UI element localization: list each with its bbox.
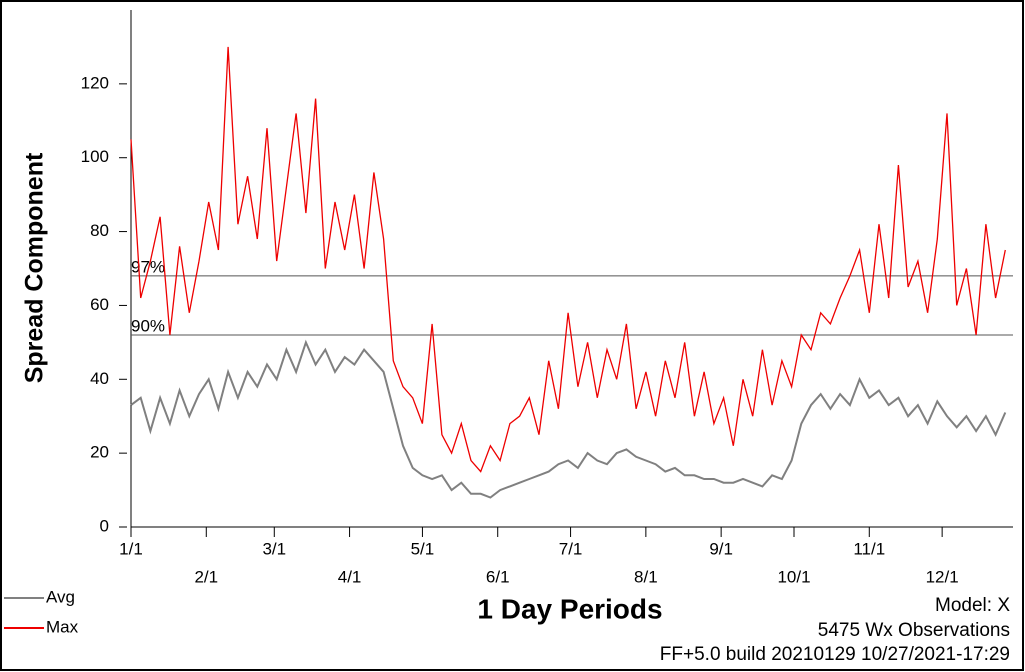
footer-text: 5475 Wx Observations	[818, 620, 1010, 641]
x-tick-label: 9/1	[709, 539, 733, 558]
y-tick-label: 20	[90, 443, 109, 462]
x-tick-label: 7/1	[559, 539, 583, 558]
x-tick-label: 5/1	[411, 539, 435, 558]
x-tick-label: 3/1	[262, 539, 286, 558]
y-tick-label: 120	[81, 73, 109, 92]
footer-text: FF+5.0 build 20210129 10/27/2021-17:29	[660, 644, 1010, 665]
legend-label: Avg	[46, 587, 75, 606]
x-tick-label: 12/1	[926, 567, 959, 586]
x-tick-label: 1/1	[119, 539, 143, 558]
x-tick-label: 2/1	[194, 567, 218, 586]
footer-text: Model: X	[935, 595, 1010, 616]
x-tick-label: 11/1	[853, 539, 885, 558]
y-tick-label: 100	[81, 147, 109, 166]
y-axis-title: Spread Component	[21, 152, 49, 383]
series-line	[130, 339, 1007, 499]
x-axis-title: 1 Day Periods	[477, 593, 662, 624]
y-tick-label: 60	[90, 295, 109, 314]
legend-label: Max	[46, 617, 79, 636]
x-tick-label: 8/1	[634, 567, 658, 586]
x-tick-label: 4/1	[338, 567, 362, 586]
series-line	[130, 46, 1006, 473]
reference-label: 97%	[131, 257, 165, 276]
x-tick-label: 10/1	[777, 567, 810, 586]
x-tick-label: 6/1	[486, 567, 510, 586]
reference-label: 90%	[131, 316, 165, 335]
y-tick-label: 80	[90, 221, 109, 240]
y-tick-label: 40	[90, 369, 109, 388]
y-tick-label: 0	[100, 516, 109, 535]
